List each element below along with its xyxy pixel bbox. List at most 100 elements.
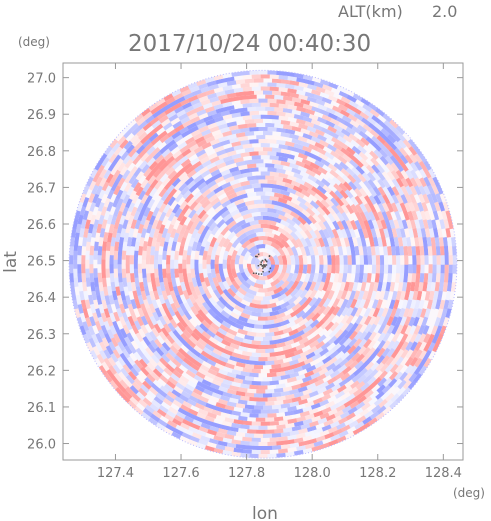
radar-cell	[338, 182, 348, 193]
radar-cell	[120, 227, 127, 238]
radar-cell	[327, 305, 336, 316]
radar-cell	[148, 214, 157, 226]
radar-cell	[343, 237, 351, 248]
radar-cell	[351, 264, 356, 274]
radar-cell	[346, 246, 352, 256]
radar-cell	[370, 404, 381, 414]
radar-cell	[208, 221, 218, 232]
radar-cell	[327, 335, 338, 346]
radar-cell	[265, 122, 275, 128]
radar-cell	[418, 341, 427, 352]
radar-cell	[106, 316, 114, 327]
radar-cell	[419, 273, 425, 283]
radar-cell	[149, 339, 159, 350]
radar-cell	[242, 379, 252, 385]
radar-cell	[197, 285, 206, 296]
radar-cell	[280, 189, 291, 197]
radar-cell	[253, 159, 264, 164]
radar-cell	[87, 325, 96, 336]
radar-cell	[278, 115, 289, 121]
radar-cell	[96, 353, 105, 364]
radar-cell	[324, 321, 335, 332]
radar-cell	[385, 356, 395, 367]
radar-cell	[96, 164, 105, 175]
radar-cell	[165, 380, 176, 389]
radar-cell	[85, 341, 94, 352]
radar-cell	[256, 106, 266, 111]
radar-cell	[123, 336, 132, 347]
radar-cell	[141, 268, 147, 278]
radar-cell	[133, 250, 139, 260]
radar-cell	[313, 81, 324, 89]
radar-cell	[295, 432, 306, 439]
radar-cell	[331, 228, 340, 239]
radar-cell	[207, 109, 218, 117]
radar-cell	[375, 255, 381, 265]
radar-cell	[182, 289, 190, 300]
radar-cell	[220, 352, 231, 360]
radar-cell	[303, 370, 315, 378]
radar-cell	[423, 185, 431, 196]
radar-cell	[327, 255, 332, 265]
radar-cell	[175, 241, 182, 252]
radar-cell	[132, 290, 139, 301]
radar-cell	[198, 395, 209, 403]
radar-cell	[433, 290, 439, 301]
radar-cell	[115, 232, 121, 243]
radar-cell	[423, 350, 432, 361]
radar-cell	[336, 204, 345, 215]
radar-cell	[426, 282, 432, 292]
radar-cell	[79, 192, 87, 204]
radar-cell	[447, 246, 453, 256]
radar-cell	[152, 109, 163, 119]
radar-cell	[321, 127, 332, 135]
radar-cell	[269, 195, 280, 202]
radar-cell	[393, 140, 403, 151]
radar-cell	[335, 254, 340, 265]
radar-cell	[157, 130, 168, 140]
radar-cell	[98, 349, 108, 360]
radar-cell	[310, 136, 322, 144]
radar-cell	[203, 202, 214, 213]
radar-cell	[265, 106, 275, 112]
radar-cell	[362, 246, 368, 256]
radar-cell	[335, 422, 346, 431]
radar-cell	[345, 203, 355, 215]
radar-cell	[139, 281, 145, 292]
radar-cell	[292, 335, 303, 344]
radar-cell	[169, 344, 179, 355]
radar-cell	[167, 211, 176, 222]
radar-cell	[144, 186, 154, 197]
radar-cell	[317, 116, 328, 125]
radar-cell	[203, 241, 211, 252]
radar-cell	[98, 281, 104, 292]
radar-cell	[216, 161, 227, 170]
radar-cell	[233, 377, 244, 384]
radar-cell	[167, 281, 174, 292]
radar-cell	[395, 341, 405, 352]
radar-cell	[407, 210, 415, 222]
radar-cell	[228, 426, 239, 433]
radar-cell	[298, 317, 309, 327]
radar-cell	[260, 381, 270, 386]
radar-cell	[410, 299, 417, 310]
radar-cell	[258, 454, 268, 459]
radar-cell	[351, 413, 362, 422]
radar-cell	[325, 107, 337, 115]
radar-cell	[354, 273, 360, 284]
radar-cell	[374, 245, 380, 256]
radar-cell	[204, 384, 216, 393]
radar-cell	[195, 205, 205, 216]
radar-cell	[112, 364, 122, 375]
radar-cell	[317, 417, 328, 425]
radar-cell	[288, 205, 299, 214]
radar-speckle	[260, 273, 263, 275]
radar-cell	[445, 228, 451, 239]
radar-cell	[304, 245, 311, 256]
radar-cell	[423, 357, 432, 369]
radar-cell	[234, 254, 241, 265]
radar-cell	[253, 307, 263, 313]
radar-cell	[409, 177, 418, 188]
radar-cell	[337, 416, 348, 425]
radar-cell	[355, 118, 366, 128]
